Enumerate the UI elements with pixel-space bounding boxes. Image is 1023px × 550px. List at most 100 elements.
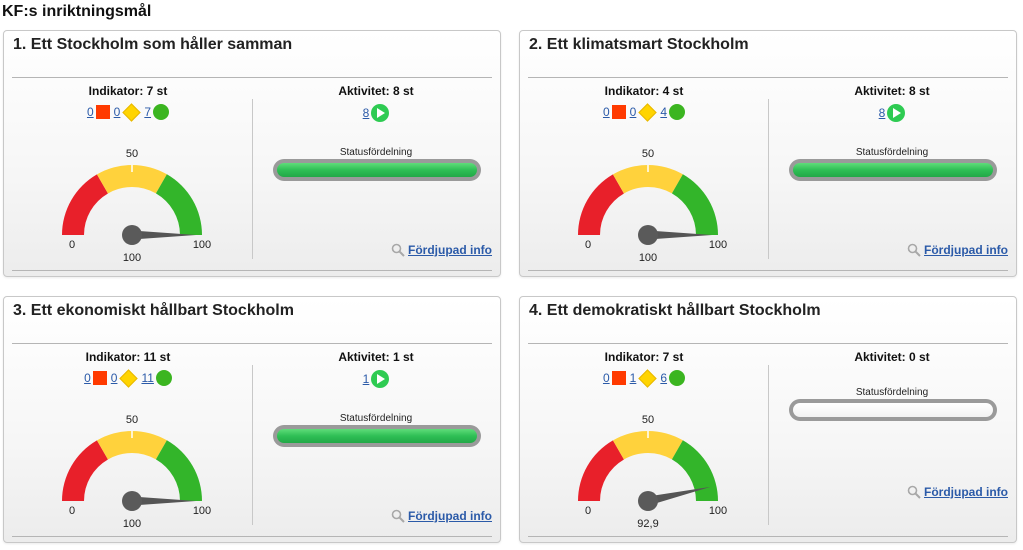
status-distribution-label: Statusfördelning xyxy=(855,387,929,398)
more-info-link[interactable]: Fördjupad info xyxy=(408,243,492,257)
indicator-yellow-count-link[interactable]: 0 xyxy=(113,105,121,119)
status-distribution-fill xyxy=(277,429,477,443)
gauge-green-band xyxy=(155,440,202,501)
card-title: 2. Ett klimatsmart Stockholm xyxy=(529,36,749,53)
more-info-link[interactable]: Fördjupad info xyxy=(924,243,1008,257)
activity-heading: Aktivitet: 8 st xyxy=(854,84,930,98)
indicator-yellow-count-link[interactable]: 0 xyxy=(629,105,637,119)
magnifier-icon xyxy=(907,485,921,499)
gauge-yellow-band xyxy=(96,431,167,460)
status-distribution-label: Statusfördelning xyxy=(339,147,413,158)
card-title: 4. Ett demokratiskt hållbart Stockholm xyxy=(529,302,821,319)
activity-row: 1 xyxy=(252,370,500,388)
title-divider xyxy=(528,343,1008,344)
bottom-divider xyxy=(12,536,492,537)
gauge-max-label: 100 xyxy=(193,505,211,517)
title-divider xyxy=(528,77,1008,78)
yellow-diamond-icon xyxy=(638,368,658,388)
gauge: 50 0 100 100 xyxy=(62,148,211,264)
more-info-link-wrapper[interactable]: Fördjupad info xyxy=(391,509,492,523)
activity-heading: Aktivitet: 0 st xyxy=(854,350,930,364)
gauge-max-label: 100 xyxy=(193,239,211,251)
activity-row: 8 xyxy=(768,104,1016,122)
goal-card-3: 3. Ett ekonomiskt hållbart Stockholm Ind… xyxy=(3,296,501,543)
gauge-needle xyxy=(648,230,712,240)
gauge-red-band xyxy=(578,440,624,501)
more-info-link[interactable]: Fördjupad info xyxy=(924,485,1008,499)
indicator-green-count-link[interactable]: 6 xyxy=(660,371,668,385)
activity-count-link[interactable]: 8 xyxy=(362,106,370,120)
gauge-min-label: 0 xyxy=(585,505,591,517)
gauge-min-label: 0 xyxy=(585,239,591,251)
gauge-value-label: 100 xyxy=(123,252,141,264)
gauge-hub xyxy=(638,225,658,245)
gauge-needle xyxy=(132,230,196,240)
gauge: 50 0 100 100 xyxy=(62,414,211,530)
column-divider xyxy=(252,99,253,259)
gauge-value-label: 92,9 xyxy=(637,518,658,530)
column-divider xyxy=(768,365,769,525)
activity-heading: Aktivitet: 8 st xyxy=(338,84,414,98)
more-info-link-wrapper[interactable]: Fördjupad info xyxy=(907,485,1008,499)
yellow-diamond-icon xyxy=(122,102,142,122)
green-circle-icon xyxy=(669,370,686,386)
indicator-yellow-count-link[interactable]: 0 xyxy=(110,371,118,385)
red-square-icon xyxy=(95,105,110,119)
magnifier-icon xyxy=(907,243,921,257)
gauge-max-label: 100 xyxy=(709,505,727,517)
indicator-green-count-link[interactable]: 4 xyxy=(660,105,668,119)
column-divider xyxy=(768,99,769,259)
gauge-mid-label: 50 xyxy=(642,414,654,426)
activity-heading: Aktivitet: 1 st xyxy=(338,350,414,364)
activity-count-link[interactable]: 8 xyxy=(878,106,886,120)
indicator-status-row: 0 1 6 xyxy=(520,368,768,388)
status-distribution-fill xyxy=(277,163,477,177)
indicator-status-row: 0 0 7 xyxy=(4,102,252,122)
indicator-red-count-link[interactable]: 0 xyxy=(602,371,610,385)
more-info-link-wrapper[interactable]: Fördjupad info xyxy=(907,243,1008,257)
gauge: 50 0 100 92,9 xyxy=(578,414,727,530)
status-distribution-bar xyxy=(273,425,481,447)
status-distribution-bar xyxy=(789,159,997,181)
bottom-divider xyxy=(528,270,1008,271)
red-square-icon xyxy=(92,371,107,385)
more-info-link-wrapper[interactable]: Fördjupad info xyxy=(391,243,492,257)
magnifier-icon xyxy=(391,243,405,257)
indicator-red-count-link[interactable]: 0 xyxy=(602,105,610,119)
indicator-green-count-link[interactable]: 11 xyxy=(141,371,154,385)
column-divider xyxy=(252,365,253,525)
gauge-green-band xyxy=(155,174,202,235)
indicator-red-count-link[interactable]: 0 xyxy=(84,371,91,385)
status-distribution-label: Statusfördelning xyxy=(339,413,413,424)
play-circle-icon xyxy=(887,104,906,122)
status-distribution-fill xyxy=(793,403,993,417)
indicator-green-count-link[interactable]: 7 xyxy=(144,105,152,119)
card-title: 1. Ett Stockholm som håller samman xyxy=(13,36,293,53)
yellow-diamond-icon xyxy=(119,368,139,388)
play-circle-icon xyxy=(371,104,390,122)
gauge-yellow-band xyxy=(612,431,683,460)
title-divider xyxy=(12,77,492,78)
status-distribution-bar xyxy=(273,159,481,181)
indicator-status-row: 0 0 4 xyxy=(520,102,768,122)
red-square-icon xyxy=(611,105,626,119)
gauge-needle xyxy=(647,486,711,506)
indicator-yellow-count-link[interactable]: 1 xyxy=(629,371,637,385)
gauge-hub xyxy=(638,491,658,511)
indicator-heading: Indikator: 7 st xyxy=(604,350,684,364)
activity-count-link[interactable]: 1 xyxy=(362,372,370,386)
indicator-red-count-link[interactable]: 0 xyxy=(86,105,94,119)
gauge-mid-label: 50 xyxy=(126,148,138,160)
page-title: KF:s inriktningsmål xyxy=(2,3,152,20)
indicator-heading: Indikator: 7 st xyxy=(88,84,168,98)
card-title: 3. Ett ekonomiskt hållbart Stockholm xyxy=(13,302,294,319)
gauge: 50 0 100 100 xyxy=(578,148,727,264)
status-distribution-fill xyxy=(793,163,993,177)
status-distribution-bar xyxy=(789,399,997,421)
indicator-heading: Indikator: 4 st xyxy=(604,84,684,98)
green-circle-icon xyxy=(153,104,170,120)
indicator-status-row: 0 0 11 xyxy=(4,368,252,388)
bottom-divider xyxy=(528,536,1008,537)
more-info-link[interactable]: Fördjupad info xyxy=(408,509,492,523)
gauge-hub xyxy=(122,225,142,245)
